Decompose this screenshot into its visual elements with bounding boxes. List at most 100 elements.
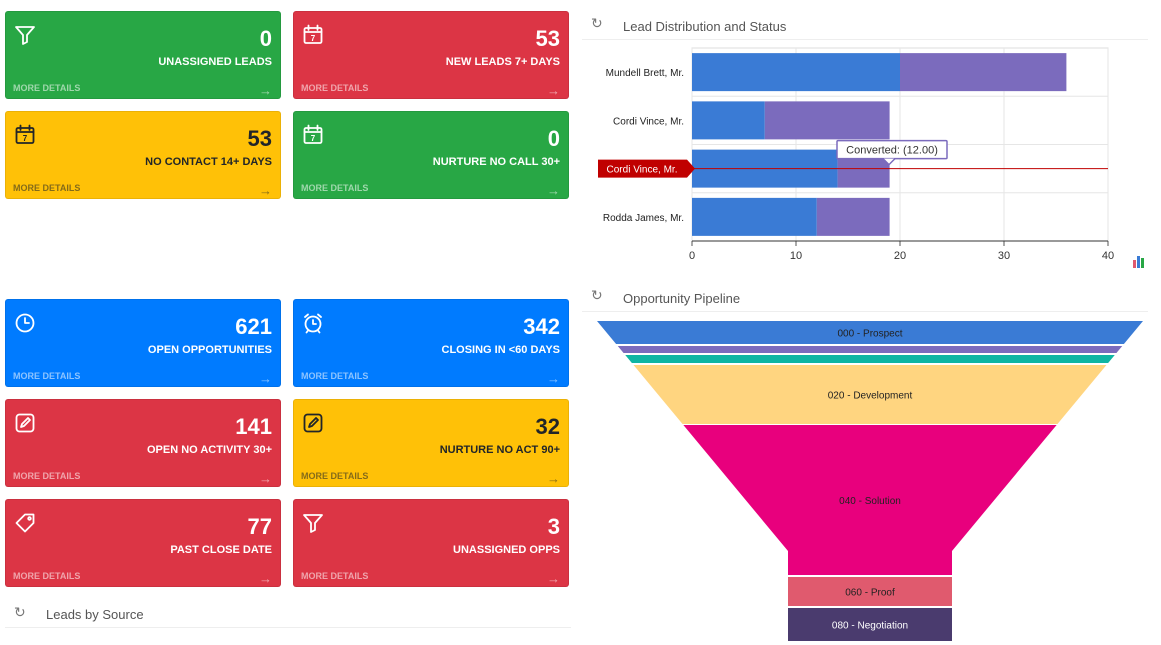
more-details-link[interactable]: MORE DETAILS bbox=[301, 371, 369, 381]
filter-icon bbox=[14, 24, 36, 46]
calendar-icon: 7 bbox=[14, 124, 36, 146]
kpi-tile[interactable]: 7 53 NEW LEADS 7+ DAYS MORE DETAILS → bbox=[293, 11, 569, 99]
arrow-right-icon[interactable]: → bbox=[547, 183, 560, 198]
kpi-value: 342 bbox=[523, 314, 560, 339]
arrow-right-icon[interactable]: → bbox=[259, 83, 272, 98]
kpi-label: NEW LEADS 7+ DAYS bbox=[445, 56, 560, 68]
y-tick-label: Cordi Vince, Mr. bbox=[607, 165, 678, 176]
edit-icon bbox=[302, 412, 324, 434]
divider bbox=[5, 627, 571, 628]
divider bbox=[582, 311, 1148, 312]
kpi-value: 0 bbox=[547, 126, 560, 151]
edit-icon bbox=[14, 412, 36, 434]
arrow-right-icon[interactable]: → bbox=[547, 571, 560, 586]
calendar-icon: 7 bbox=[302, 124, 324, 146]
chart-type-icon bbox=[1141, 258, 1144, 268]
lead-distribution-chart: 0 10 20 30 40 Mundell Brett, Mr. Cordi Vince, … bbox=[598, 47, 1144, 268]
arrow-right-icon[interactable]: → bbox=[259, 183, 272, 198]
opportunity-pipeline-title: Opportunity Pipeline bbox=[623, 291, 741, 306]
kpi-tile[interactable]: 77 PAST CLOSE DATE MORE DETAILS → bbox=[5, 499, 281, 587]
chart-type-icon bbox=[1133, 260, 1136, 268]
kpi-label: OPEN NO ACTIVITY 30+ bbox=[146, 444, 272, 456]
clock-icon bbox=[14, 312, 36, 334]
funnel-stage-label: 000 - Prospect bbox=[837, 329, 902, 340]
kpi-tile[interactable]: 141 OPEN NO ACTIVITY 30+ MORE DETAILS → bbox=[5, 399, 281, 487]
kpi-tile[interactable]: 7 0 NURTURE NO CALL 30+ MORE DETAILS → bbox=[293, 111, 569, 199]
kpi-tile[interactable]: 342 CLOSING IN <60 DAYS MORE DETAILS → bbox=[293, 299, 569, 387]
bar-segment bbox=[692, 101, 765, 140]
tooltip-pointer bbox=[882, 158, 896, 166]
funnel-stage-label: 080 - Negotiation bbox=[832, 621, 908, 632]
kpi-tile[interactable]: 7 53 NO CONTACT 14+ DAYS MORE DETAILS → bbox=[5, 111, 281, 199]
y-tick-label: Rodda James, Mr. bbox=[603, 213, 684, 224]
svg-text:7: 7 bbox=[311, 134, 316, 143]
funnel-stage bbox=[617, 346, 1123, 353]
funnel-stage-label: 020 - Development bbox=[828, 391, 913, 402]
kpi-value: 0 bbox=[259, 26, 272, 51]
kpi-value: 621 bbox=[235, 314, 272, 339]
funnel-stage bbox=[788, 577, 952, 606]
leads-by-source-title: Leads by Source bbox=[46, 607, 144, 622]
funnel-stage bbox=[597, 321, 1143, 344]
kpi-value: 53 bbox=[535, 26, 560, 51]
kpi-label: PAST CLOSE DATE bbox=[170, 544, 272, 556]
kpi-value: 141 bbox=[235, 414, 272, 439]
kpi-value: 53 bbox=[247, 126, 272, 151]
funnel-stage bbox=[788, 608, 952, 641]
bar-segment bbox=[692, 53, 900, 92]
arrow-right-icon[interactable]: → bbox=[547, 371, 560, 386]
alarm-clock-icon bbox=[302, 312, 324, 334]
bar-segment bbox=[692, 197, 817, 236]
kpi-value: 77 bbox=[247, 514, 272, 539]
kpi-label: NURTURE NO CALL 30+ bbox=[432, 156, 560, 168]
kpi-tile[interactable]: 621 OPEN OPPORTUNITIES MORE DETAILS → bbox=[5, 299, 281, 387]
x-tick-label: 0 bbox=[689, 250, 695, 262]
arrow-right-icon[interactable]: → bbox=[547, 471, 560, 486]
arrow-right-icon[interactable]: → bbox=[259, 471, 272, 486]
kpi-tile[interactable]: 3 UNASSIGNED OPPS MORE DETAILS → bbox=[293, 499, 569, 587]
kpi-label: CLOSING IN <60 DAYS bbox=[441, 344, 561, 356]
more-details-link[interactable]: MORE DETAILS bbox=[13, 471, 81, 481]
refresh-icon[interactable]: ↻ bbox=[591, 287, 603, 303]
svg-text:7: 7 bbox=[311, 34, 316, 43]
kpi-value: 32 bbox=[535, 414, 560, 439]
more-details-link[interactable]: MORE DETAILS bbox=[301, 571, 369, 581]
more-details-link[interactable]: MORE DETAILS bbox=[13, 83, 81, 93]
y-tick-label: Mundell Brett, Mr. bbox=[606, 68, 684, 79]
calendar-icon: 7 bbox=[302, 24, 324, 46]
bar-segment bbox=[900, 53, 1067, 92]
kpi-tile[interactable]: 0 UNASSIGNED LEADS MORE DETAILS → bbox=[5, 11, 281, 99]
kpi-label: UNASSIGNED OPPS bbox=[453, 544, 560, 556]
divider bbox=[582, 39, 1148, 40]
svg-text:7: 7 bbox=[23, 134, 28, 143]
arrow-right-icon[interactable]: → bbox=[547, 83, 560, 98]
refresh-icon[interactable]: ↻ bbox=[14, 604, 26, 620]
tag-icon bbox=[14, 512, 36, 534]
bar-segment bbox=[816, 197, 890, 236]
more-details-link[interactable]: MORE DETAILS bbox=[301, 471, 369, 481]
more-details-link[interactable]: MORE DETAILS bbox=[13, 183, 81, 193]
more-details-link[interactable]: MORE DETAILS bbox=[301, 83, 369, 93]
funnel-stage bbox=[625, 355, 1115, 363]
filter-icon bbox=[302, 512, 324, 534]
kpi-label: NO CONTACT 14+ DAYS bbox=[145, 156, 272, 168]
kpi-label: UNASSIGNED LEADS bbox=[158, 56, 272, 68]
funnel-stage bbox=[683, 425, 1057, 575]
more-details-link[interactable]: MORE DETAILS bbox=[301, 183, 369, 193]
bar-segment bbox=[764, 101, 890, 140]
kpi-label: NURTURE NO ACT 90+ bbox=[439, 444, 560, 456]
y-tick-label: Cordi Vince, Mr. bbox=[613, 116, 684, 127]
x-tick-label: 40 bbox=[1102, 250, 1114, 262]
more-details-link[interactable]: MORE DETAILS bbox=[13, 371, 81, 381]
arrow-right-icon[interactable]: → bbox=[259, 571, 272, 586]
kpi-tile[interactable]: 32 NURTURE NO ACT 90+ MORE DETAILS → bbox=[293, 399, 569, 487]
refresh-icon[interactable]: ↻ bbox=[591, 15, 603, 31]
tooltip-text: Converted: (12.00) bbox=[846, 145, 938, 157]
funnel-stage-label: 060 - Proof bbox=[845, 588, 895, 599]
more-details-link[interactable]: MORE DETAILS bbox=[13, 571, 81, 581]
x-tick-label: 20 bbox=[894, 250, 906, 262]
lead-distribution-title: Lead Distribution and Status bbox=[623, 19, 787, 34]
x-tick-label: 10 bbox=[790, 250, 802, 262]
funnel-stage bbox=[633, 365, 1107, 424]
arrow-right-icon[interactable]: → bbox=[259, 371, 272, 386]
